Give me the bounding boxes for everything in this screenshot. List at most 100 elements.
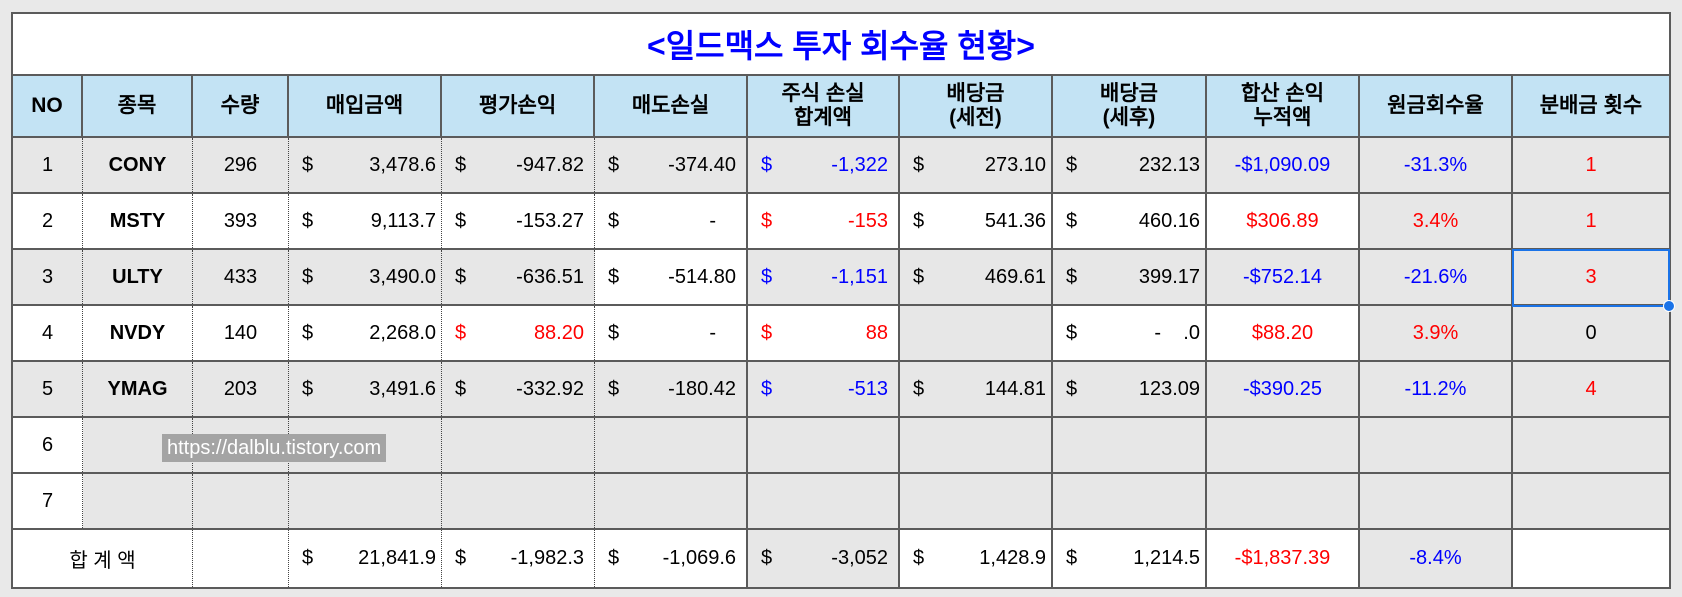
cell-stock-loss-total[interactable]: $ -3,052 <box>748 530 900 587</box>
cell-distribution-count[interactable]: 1 <box>1513 194 1669 248</box>
header-dividend-aftertax[interactable]: 배당금 (세후) <box>1053 76 1207 136</box>
cell-recovery-rate[interactable]: -11.2% <box>1360 362 1513 416</box>
cell-distribution-count[interactable]: 0 <box>1513 306 1669 360</box>
cell-sale-loss[interactable]: $ -374.40 <box>595 138 748 192</box>
cell-no[interactable]: 2 <box>13 194 83 248</box>
cell-distribution-count[interactable] <box>1513 530 1669 587</box>
cell-quantity[interactable]: 203 <box>193 362 289 416</box>
cell-sale-loss[interactable]: $ -180.42 <box>595 362 748 416</box>
cell-valuation-pl[interactable]: $ -947.82 <box>442 138 595 192</box>
cell-purchase-amount[interactable]: $3,491.6 <box>289 362 442 416</box>
cell-stock-loss-total[interactable]: $ -513 <box>748 362 900 416</box>
cell-dividend-aftertax[interactable]: $460.16 <box>1053 194 1207 248</box>
cell-dividend-aftertax[interactable]: $1,214.5 <box>1053 530 1207 587</box>
cell-ticker[interactable]: NVDY <box>83 306 193 360</box>
cell-quantity[interactable]: 296 <box>193 138 289 192</box>
cell-dividend-pretax[interactable] <box>900 474 1053 528</box>
cell-valuation-pl[interactable] <box>442 474 595 528</box>
cell-total-label[interactable]: 합 계 액 <box>13 530 193 587</box>
cell-dividend-pretax[interactable]: $273.10 <box>900 138 1053 192</box>
cell-cumulative-pl[interactable]: -$1,837.39 <box>1207 530 1360 587</box>
cell-dividend-pretax[interactable]: $144.81 <box>900 362 1053 416</box>
cell-recovery-rate[interactable] <box>1360 474 1513 528</box>
cell-recovery-rate[interactable]: -21.6% <box>1360 250 1513 304</box>
cell-dividend-pretax[interactable]: $469.61 <box>900 250 1053 304</box>
fill-handle[interactable] <box>1663 300 1675 312</box>
cell-sale-loss[interactable]: $ - <box>595 306 748 360</box>
header-purchase-amount[interactable]: 매입금액 <box>289 76 442 136</box>
cell-distribution-count[interactable] <box>1513 418 1669 472</box>
header-sale-loss[interactable]: 매도손실 <box>595 76 748 136</box>
header-distribution-count[interactable]: 분배금 횟수 <box>1539 94 1643 118</box>
cell-stock-loss-total[interactable]: $ -1,322 <box>748 138 900 192</box>
header-recovery-rate[interactable]: 원금회수율 <box>1360 76 1513 136</box>
header-cumulative-pl[interactable]: 합산 손익 누적액 <box>1207 76 1360 136</box>
cell-dividend-aftertax[interactable] <box>1053 474 1207 528</box>
cell-sale-loss[interactable]: $ -514.80 <box>595 250 748 304</box>
cell-quantity[interactable]: 433 <box>193 250 289 304</box>
cell-valuation-pl[interactable]: $ -153.27 <box>442 194 595 248</box>
cell-sale-loss[interactable]: $ - <box>595 194 748 248</box>
cell-quantity[interactable] <box>193 530 289 587</box>
cell-ticker[interactable]: CONY <box>83 138 193 192</box>
cell-dividend-aftertax[interactable]: $123.09 <box>1053 362 1207 416</box>
header-quantity[interactable]: 수량 <box>193 76 289 136</box>
cell-cumulative-pl[interactable]: -$1,090.09 <box>1207 138 1360 192</box>
header-no[interactable]: NO <box>13 76 83 136</box>
cell-ticker[interactable]: YMAG <box>83 362 193 416</box>
cell-dividend-pretax[interactable]: $541.36 <box>900 194 1053 248</box>
cell-stock-loss-total[interactable] <box>748 418 900 472</box>
cell-quantity[interactable]: 393 <box>193 194 289 248</box>
cell-no[interactable]: 7 <box>13 474 83 528</box>
cell-cumulative-pl[interactable]: $306.89 <box>1207 194 1360 248</box>
cell-dividend-aftertax[interactable]: $232.13 <box>1053 138 1207 192</box>
cell-stock-loss-total[interactable] <box>748 474 900 528</box>
cell-no[interactable]: 3 <box>13 250 83 304</box>
cell-sale-loss[interactable] <box>595 418 748 472</box>
cell-stock-loss-total[interactable]: $88 <box>748 306 900 360</box>
cell-no[interactable]: 5 <box>13 362 83 416</box>
cell-distribution-count[interactable]: 1 <box>1513 138 1669 192</box>
cell-valuation-pl[interactable]: $ -1,982.3 <box>442 530 595 587</box>
cell-recovery-rate[interactable] <box>1360 418 1513 472</box>
cell-cumulative-pl[interactable] <box>1207 474 1360 528</box>
cell-ticker[interactable]: MSTY <box>83 194 193 248</box>
cell-distribution-count[interactable] <box>1513 474 1669 528</box>
cell-purchase-amount[interactable]: $3,490.0 <box>289 250 442 304</box>
cell-cumulative-pl[interactable] <box>1207 418 1360 472</box>
header-valuation-pl[interactable]: 평가손익 <box>442 76 595 136</box>
cell-ticker[interactable]: ULTY <box>83 250 193 304</box>
cell-quantity[interactable] <box>193 474 289 528</box>
cell-sale-loss[interactable] <box>595 474 748 528</box>
header-dividend-pretax[interactable]: 배당금 (세전) <box>900 76 1053 136</box>
cell-purchase-amount[interactable]: $9,113.7 <box>289 194 442 248</box>
cell-no[interactable]: 4 <box>13 306 83 360</box>
cell-cumulative-pl[interactable]: -$752.14 <box>1207 250 1360 304</box>
cell-dividend-pretax[interactable]: $1,428.9 <box>900 530 1053 587</box>
header-ticker[interactable]: 종목 <box>83 76 193 136</box>
cell-recovery-rate[interactable]: -8.4% <box>1360 530 1513 587</box>
cell-recovery-rate[interactable]: 3.4% <box>1360 194 1513 248</box>
cell-recovery-rate[interactable]: -31.3% <box>1360 138 1513 192</box>
cell-valuation-pl[interactable]: $88.20 <box>442 306 595 360</box>
cell-no[interactable]: 1 <box>13 138 83 192</box>
cell-purchase-amount[interactable] <box>289 474 442 528</box>
cell-dividend-aftertax[interactable] <box>1053 418 1207 472</box>
cell-distribution-count[interactable]: 4 <box>1513 362 1669 416</box>
cell-recovery-rate[interactable]: 3.9% <box>1360 306 1513 360</box>
cell-valuation-pl[interactable] <box>442 418 595 472</box>
cell-sale-loss[interactable]: $ -1,069.6 <box>595 530 748 587</box>
cell-purchase-amount[interactable]: $21,841.9 <box>289 530 442 587</box>
cell-valuation-pl[interactable]: $ -636.51 <box>442 250 595 304</box>
cell-stock-loss-total[interactable]: $ -153 <box>748 194 900 248</box>
cell-purchase-amount[interactable]: $3,478.6 <box>289 138 442 192</box>
header-stock-loss-total[interactable]: 주식 손실 합계액 <box>748 76 900 136</box>
cell-valuation-pl[interactable]: $ -332.92 <box>442 362 595 416</box>
cell-dividend-pretax[interactable] <box>900 418 1053 472</box>
cell-no[interactable]: 6 <box>13 418 83 472</box>
cell-dividend-pretax[interactable] <box>900 306 1053 360</box>
cell-dividend-aftertax[interactable]: $399.17 <box>1053 250 1207 304</box>
title-cell[interactable]: <일드맥스 투자 회수율 현황> <box>13 14 1669 76</box>
cell-ticker[interactable] <box>83 474 193 528</box>
cell-dividend-aftertax[interactable]: $ - .0 <box>1053 306 1207 360</box>
